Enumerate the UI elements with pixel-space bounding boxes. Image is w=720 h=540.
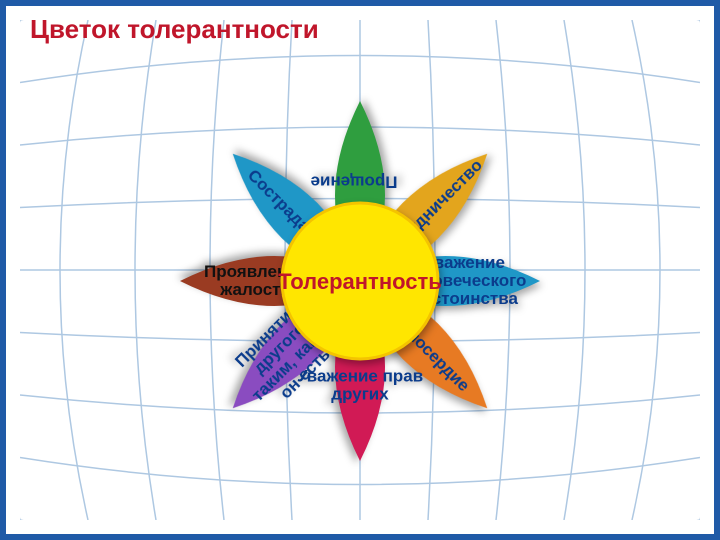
slide-stage: Цветок толерантности ПрощениеСотрудничес… [0, 0, 720, 540]
svg-text:Прощение: Прощение [311, 172, 398, 191]
tolerance-flower: ПрощениеСотрудничествоУважениечеловеческ… [80, 31, 640, 531]
core-label: Толерантность [278, 269, 442, 294]
